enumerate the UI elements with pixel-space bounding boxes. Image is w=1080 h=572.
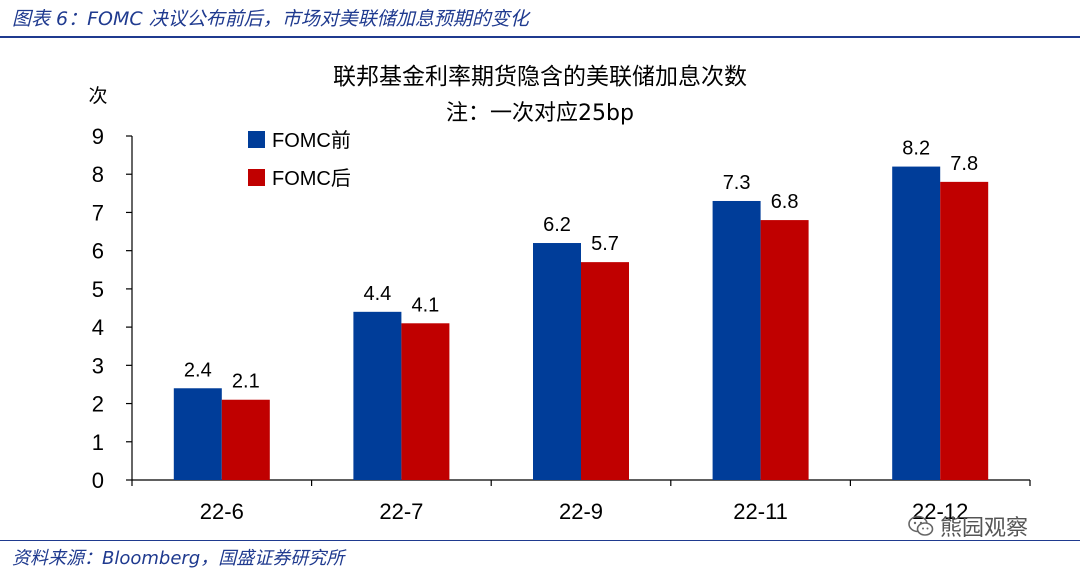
source-note: 资料来源：Bloomberg，国盛证券研究所	[12, 548, 345, 569]
y-tick-label: 9	[92, 124, 104, 149]
bar	[533, 243, 581, 480]
x-tick-label: 22-7	[379, 499, 423, 524]
y-tick-label: 4	[92, 315, 104, 340]
bar-chart: 联邦基金利率期货隐含的美联储加息次数 注：一次对应25bp 次 0 1 2 3 4 5 6 7…	[88, 64, 1031, 524]
y-tick-label: 5	[92, 277, 104, 302]
data-label: 5.7	[591, 233, 619, 255]
x-tick-label: 22-9	[559, 499, 603, 524]
bar	[221, 399, 270, 480]
y-axis-label: 次	[88, 85, 107, 107]
data-label: 7.3	[723, 172, 751, 194]
bar	[892, 166, 941, 481]
x-tick-label: 22-6	[200, 499, 244, 524]
wechat-icon	[908, 515, 934, 536]
legend-swatch	[248, 169, 265, 186]
bar	[760, 220, 809, 481]
bars-group	[173, 166, 989, 481]
legend-label: FOMC前	[272, 129, 351, 152]
y-axis: 0 1 2 3 4 5 6 7 8 9	[92, 124, 133, 493]
y-tick-label: 1	[92, 430, 104, 455]
y-tick-label: 7	[92, 200, 104, 225]
chart-subtitle: 注：一次对应25bp	[446, 101, 634, 126]
x-tick-label: 22-12	[912, 499, 968, 524]
bar	[940, 181, 989, 480]
data-label: 6.8	[771, 191, 799, 213]
data-label: 4.1	[411, 294, 439, 316]
y-tick-label: 3	[92, 353, 104, 378]
chart-title: 联邦基金利率期货隐含的美联储加息次数	[333, 64, 747, 90]
watermark-text: 熊园观察	[940, 516, 1029, 541]
bar	[173, 388, 222, 480]
x-axis: 22-6 22-7 22-9 22-11 22-12	[131, 479, 1031, 524]
legend: FOMC前 FOMC后	[248, 129, 351, 190]
bar	[353, 311, 402, 480]
header-divider	[0, 36, 1080, 38]
footer-divider	[0, 540, 1080, 541]
data-label: 7.8	[950, 153, 978, 175]
data-label: 4.4	[363, 283, 391, 305]
data-label: 2.1	[232, 371, 260, 393]
y-tick-label: 6	[92, 239, 104, 264]
bar	[401, 323, 450, 480]
bar	[712, 200, 761, 480]
legend-label: FOMC后	[272, 167, 351, 190]
x-tick-label: 22-11	[733, 499, 788, 524]
y-tick-label: 8	[92, 162, 104, 187]
bar	[581, 262, 629, 480]
data-label: 8.2	[902, 138, 930, 160]
y-tick-label: 0	[92, 468, 104, 493]
data-label: 6.2	[543, 214, 571, 236]
y-tick-label: 2	[92, 392, 104, 417]
figure-header: 图表 6：FOMC 决议公布前后，市场对美联储加息预期的变化	[0, 0, 1080, 38]
data-label: 2.4	[184, 359, 212, 381]
value-labels-group: 2.4 2.1 4.4 4.1 6.2 5.7 7.3 6.8 8.2 7.8	[184, 138, 978, 393]
legend-swatch	[248, 131, 265, 148]
watermark: 熊园观察	[908, 512, 1029, 541]
figure-caption: 图表 6：FOMC 决议公布前后，市场对美联储加息预期的变化	[12, 8, 529, 30]
